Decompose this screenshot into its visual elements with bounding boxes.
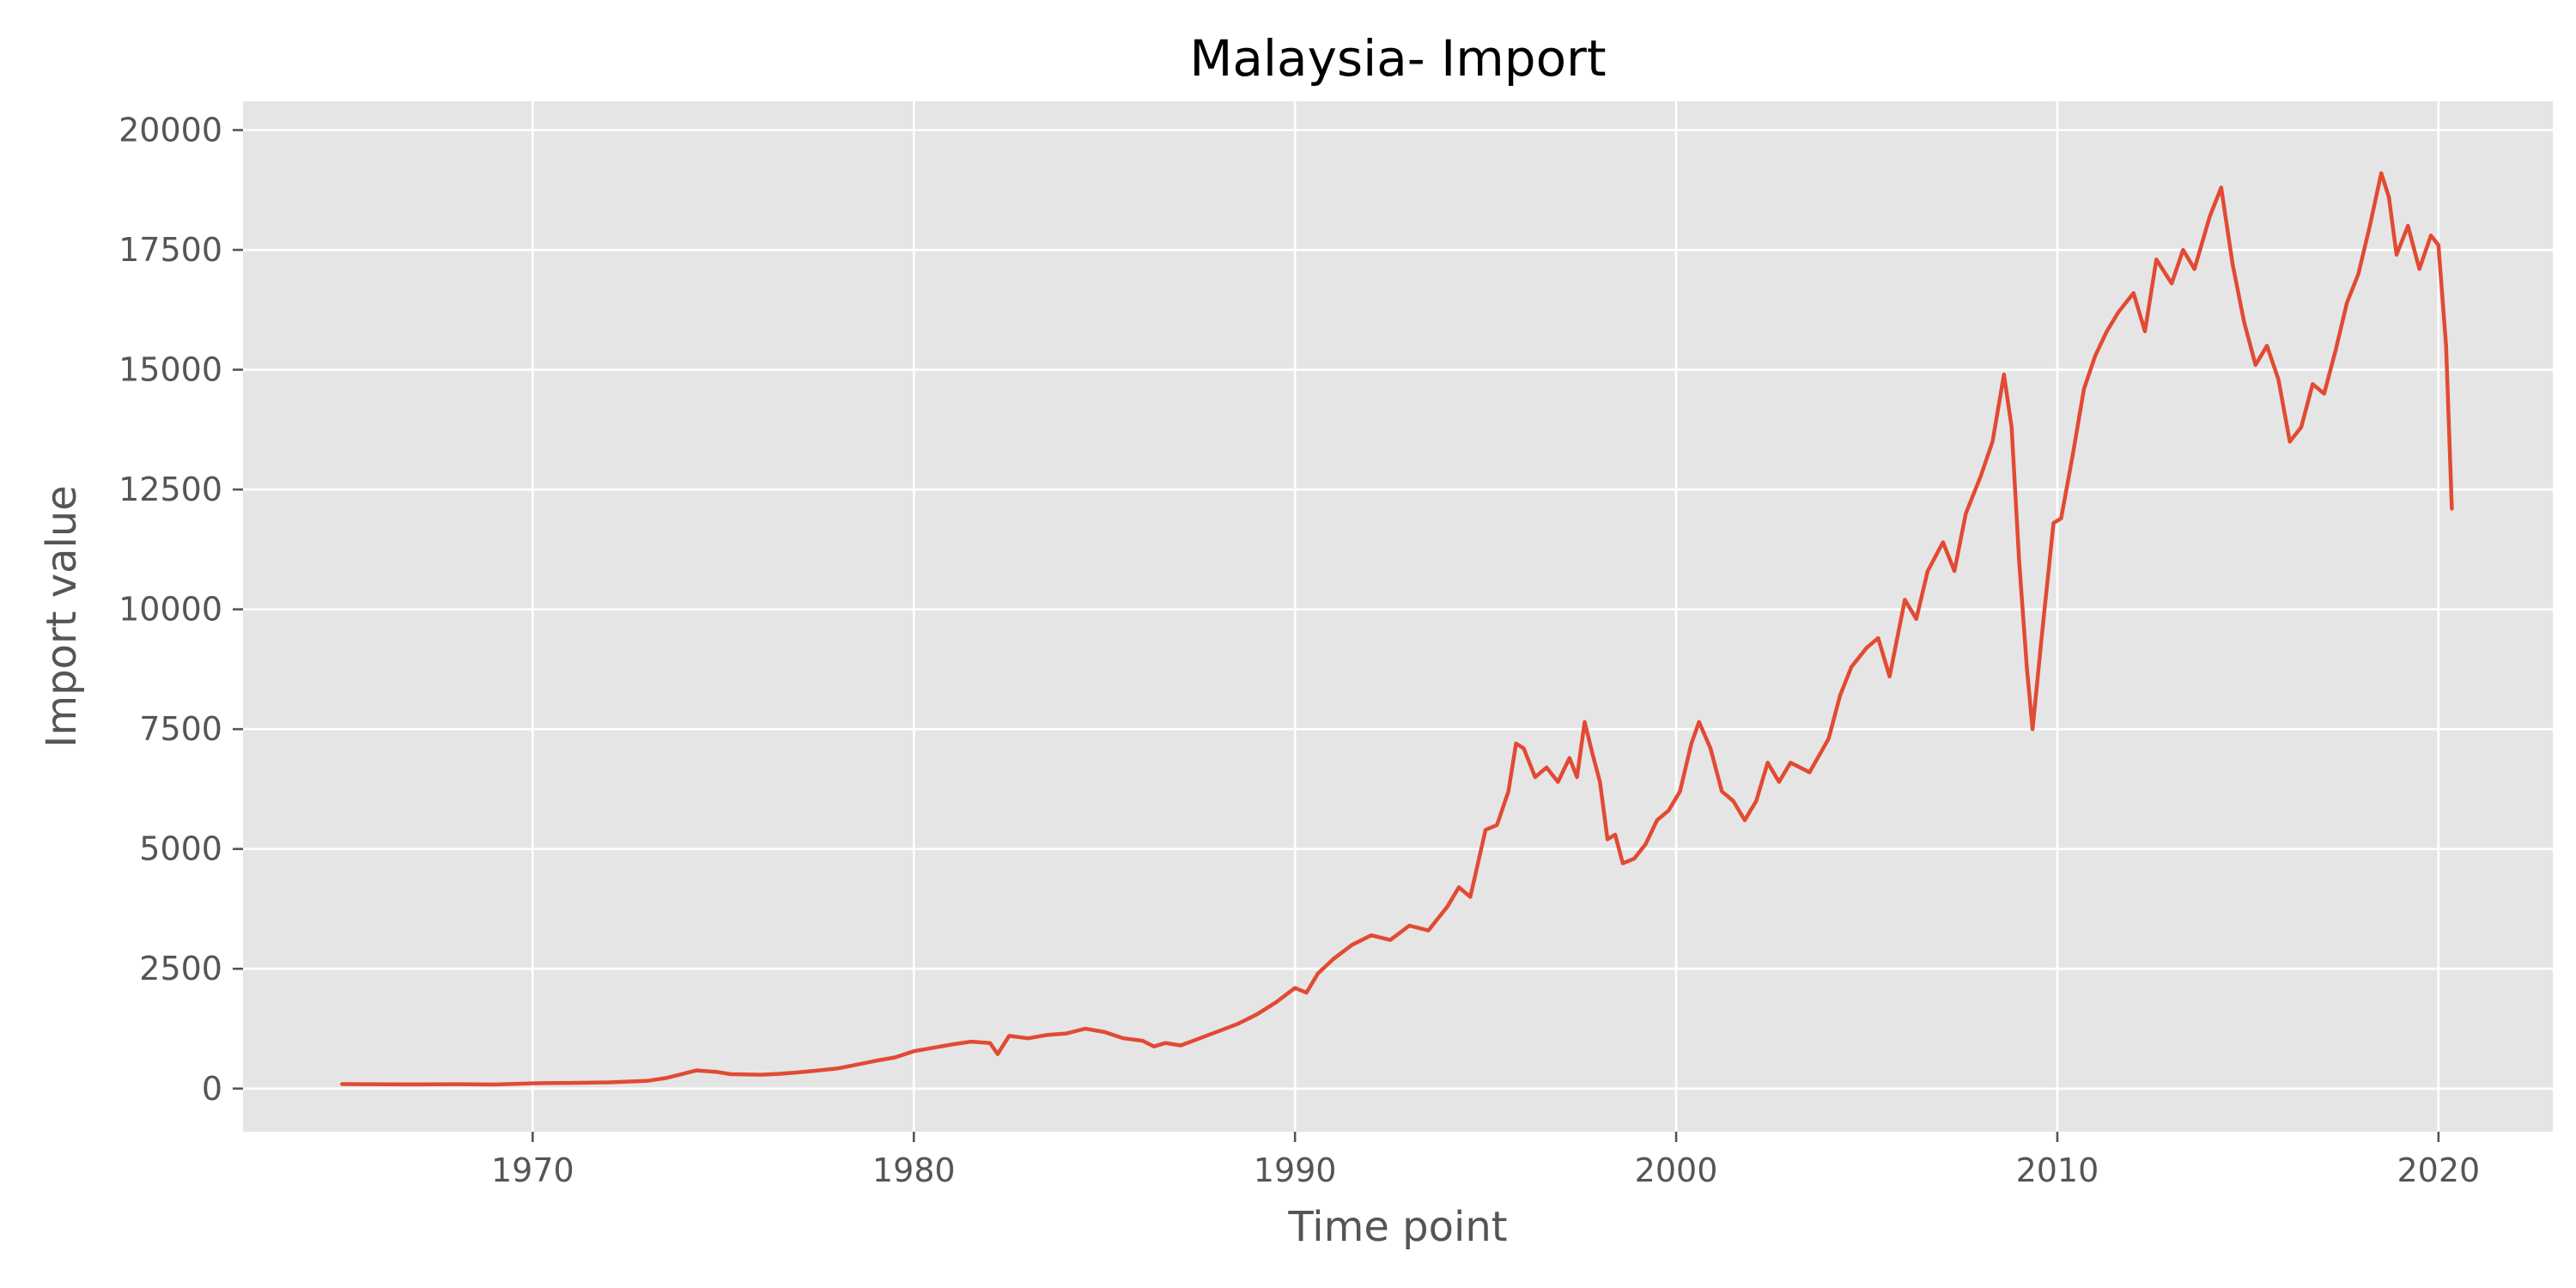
series-line-0 [340,171,2454,1087]
x-grid [532,101,2440,1132]
y-tick-label-8: 20000 [118,111,222,149]
y-grid [243,129,2553,1091]
y-tick-label-4: 10000 [118,591,222,629]
y-tick-label-2: 5000 [139,830,222,868]
y-tick-label-0: 0 [202,1070,222,1108]
series-group [340,171,2454,1087]
y-tick-label-3: 7500 [139,710,222,748]
x-tick-label-2: 1990 [1254,1151,1337,1189]
y-tick-label-6: 15000 [118,351,222,389]
x-tick-label-0: 1970 [491,1151,574,1189]
y-tick-label-1: 2500 [139,950,222,987]
x-axis-label: Time point [1287,1203,1507,1251]
y-ticks: 0 2500 5000 7500 10000 12500 15000 17500 20000 [118,111,243,1108]
chart-title: Malaysia- Import [1189,29,1606,88]
x-ticks: 1970 1980 1990 2000 2010 2020 [491,1132,2480,1189]
plot-area [243,101,2553,1132]
x-tick-label-4: 2010 [2016,1151,2099,1189]
x-tick-label-1: 1980 [872,1151,956,1189]
y-axis-label: Import value [38,485,86,748]
x-tick-label-3: 2000 [1635,1151,1718,1189]
y-tick-label-7: 17500 [118,231,222,269]
y-tick-label-5: 12500 [118,471,222,508]
x-tick-label-5: 2020 [2397,1151,2480,1189]
